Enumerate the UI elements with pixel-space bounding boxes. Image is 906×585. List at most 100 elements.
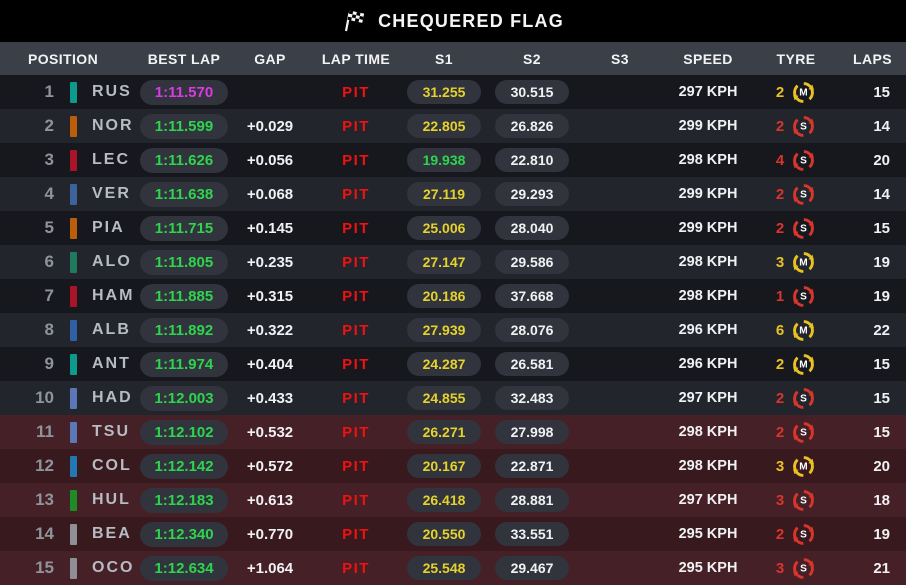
sector1-cell: 26.271 [400,420,488,444]
best-lap-time: 1:11.599 [140,113,228,139]
best-lap-cell: 1:11.638 [140,181,228,207]
sector2-cell: 37.668 [488,284,576,308]
tyre-stint-count: 2 [775,525,785,543]
lap-time-status: PIT [342,457,370,475]
column-header-position: POSITION [28,50,99,67]
laps-completed: 15 [873,423,890,441]
driver-code: HAD [92,389,133,406]
sector2-time: 29.467 [495,556,569,580]
best-lap-time: 1:11.626 [140,147,228,173]
tyre-compound-soft-icon: S [793,183,815,205]
tyre-compound-soft-icon: S [793,115,815,137]
tyre-compound-soft-icon: S [793,523,815,545]
sector2-time: 29.293 [495,182,569,206]
tyre-compound-medium-icon: M [793,319,815,341]
sector1-cell: 24.855 [400,386,488,410]
laps-completed: 20 [873,151,890,169]
team-color-bar [64,183,82,205]
column-header-best-lap: BEST LAP [147,50,221,67]
sector2-time: 32.483 [495,386,569,410]
gap-to-leader: +0.532 [246,423,294,441]
position-number: 7 [44,286,54,305]
best-lap-cell: 1:11.626 [140,147,228,173]
sector1-cell: 27.147 [400,250,488,274]
sector1-cell: 24.287 [400,352,488,376]
tyre-cell: 2 S [752,216,840,241]
tyre-cell: 4 S [752,148,840,173]
chequered-flag-icon [342,9,368,33]
driver-code: TSU [92,423,130,440]
lap-time-status: PIT [342,423,370,441]
gap-to-leader: +0.433 [246,389,294,407]
laps-completed: 14 [873,117,890,135]
top-speed: 299 KPH [678,186,738,202]
gap-to-leader: +1.064 [246,559,294,577]
sector1-cell: 20.550 [400,522,488,546]
laps-completed: 15 [873,355,890,373]
best-lap-cell: 1:11.805 [140,249,228,275]
sector2-cell: 26.826 [488,114,576,138]
laps-completed: 22 [873,321,890,339]
column-header-tyre: TYRE [776,50,816,67]
best-lap-time: 1:12.102 [140,419,228,445]
tyre-cell: 1 S [752,284,840,309]
top-speed: 298 KPH [678,458,738,474]
table-row-bea: 14 BEA 1:12.340 +0.770 PIT 20.550 33.551… [0,517,906,551]
lap-time-status: PIT [342,525,370,543]
sector1-time: 24.287 [407,352,481,376]
tyre-compound-soft-icon: S [793,149,815,171]
svg-text:M: M [799,257,807,268]
tyre-cell: 3 S [752,556,840,581]
page-title: CHEQUERED FLAG [378,10,564,31]
best-lap-cell: 1:12.340 [140,521,228,547]
sector1-time: 24.855 [407,386,481,410]
laps-completed: 14 [873,185,890,203]
svg-text:S: S [800,427,807,438]
top-speed: 298 KPH [678,152,738,168]
sector1-time: 25.006 [407,216,481,240]
best-lap-time: 1:12.634 [140,555,228,581]
tyre-compound-medium-icon: M [793,81,815,103]
column-header-lap-time: LAP TIME [321,50,391,67]
position-number: 2 [44,116,54,135]
laps-completed: 21 [873,559,890,577]
sector1-cell: 27.119 [400,182,488,206]
table-row-tsu: 11 TSU 1:12.102 +0.532 PIT 26.271 27.998… [0,415,906,449]
laps-completed: 18 [873,491,890,509]
top-speed: 296 KPH [678,322,738,338]
sector2-time: 33.551 [495,522,569,546]
svg-text:S: S [800,291,807,302]
driver-code: ALB [92,321,131,338]
table-row-pia: 5 PIA 1:11.715 +0.145 PIT 25.006 28.040 … [0,211,906,245]
column-header-laps: LAPS [853,50,892,67]
sector2-time: 28.076 [495,318,569,342]
tyre-cell: 2 S [752,420,840,445]
tyre-cell: 2 S [752,182,840,207]
lap-time-status: PIT [342,83,370,101]
driver-code: HUL [92,491,131,508]
svg-text:M: M [799,359,807,370]
sector2-cell: 29.467 [488,556,576,580]
team-color-bar [64,421,82,443]
gap-to-leader: +0.068 [246,185,294,203]
best-lap-cell: 1:11.570 [140,79,228,105]
column-header-row: POSITION BEST LAP GAP LAP TIME S1 S2 S3 SPEED TY… [0,42,906,75]
tyre-compound-soft-icon: S [793,421,815,443]
best-lap-time: 1:11.805 [140,249,228,275]
sector1-time: 26.418 [407,488,481,512]
best-lap-cell: 1:11.892 [140,317,228,343]
team-color-bar [64,387,82,409]
position-number: 9 [44,354,54,373]
laps-completed: 19 [873,287,890,305]
driver-code: LEC [92,151,130,168]
sector1-time: 20.167 [407,454,481,478]
sector2-cell: 28.076 [488,318,576,342]
tyre-stint-count: 1 [775,287,785,305]
laps-completed: 19 [873,253,890,271]
sector2-time: 28.040 [495,216,569,240]
sector1-time: 31.255 [407,80,481,104]
sector2-cell: 33.551 [488,522,576,546]
table-row-rus: 1 RUS 1:11.570 PIT 31.255 30.515 297 KPH… [0,75,906,109]
tyre-cell: 2 S [752,522,840,547]
